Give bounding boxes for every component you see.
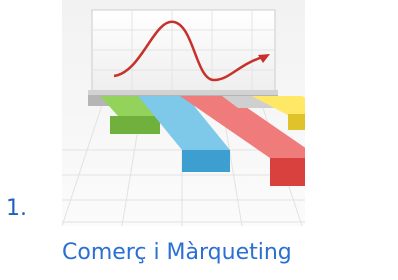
category-link[interactable]: Comerç i Màrqueting [62, 240, 292, 265]
list-number: 1. [6, 196, 27, 221]
category-illustration [62, 0, 305, 226]
page: {"list_items": [{"number": "1.", "label"… [0, 0, 398, 280]
